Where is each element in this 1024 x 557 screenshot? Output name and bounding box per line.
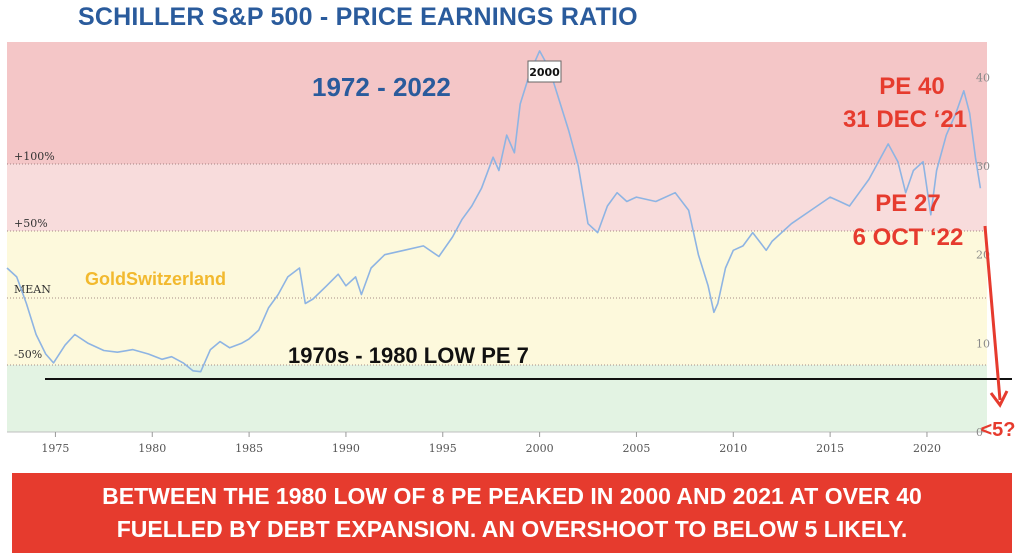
band-plus100 <box>7 42 987 164</box>
x-tick-label: 1995 <box>429 442 457 455</box>
x-tick-label: 2000 <box>526 442 554 455</box>
x-tick-label: 1975 <box>41 442 69 455</box>
x-tick-label: 2005 <box>622 442 650 455</box>
band-minus50 <box>7 365 987 432</box>
chart-title: SCHILLER S&P 500 - PRICE EARNINGS RATIO <box>78 3 638 31</box>
y-tick-label: 30 <box>976 160 990 173</box>
x-tick-label: 1980 <box>138 442 166 455</box>
x-axis-ticks: 1975 1980 1985 1990 1995 2000 2005 2010 2015 2020 <box>41 432 941 455</box>
pe40-label: PE 40 <box>879 73 944 100</box>
period-label: 1972 - 2022 <box>312 72 451 102</box>
band-plus50 <box>7 164 987 231</box>
peak-2000-label: 2000 <box>529 66 560 79</box>
valuation-bands <box>7 42 987 433</box>
pe40-date-label: 31 DEC ‘21 <box>843 106 967 133</box>
x-tick-label: 1985 <box>235 442 263 455</box>
x-tick-label: 2015 <box>816 442 844 455</box>
projection-arrow-head <box>989 390 1009 408</box>
projection-label: <5? <box>980 419 1015 441</box>
band-label-minus50: -50% <box>14 348 42 361</box>
band-label-plus50: +50% <box>14 217 48 230</box>
pe-series-line <box>6 50 982 373</box>
summary-banner: BETWEEN THE 1980 LOW OF 8 PE PEAKED IN 2… <box>12 473 1012 553</box>
y-tick-label: 40 <box>976 71 990 84</box>
banner-line-1: BETWEEN THE 1980 LOW OF 8 PE PEAKED IN 2… <box>102 483 922 509</box>
y-tick-label: 0 <box>976 426 983 439</box>
x-tick-label: 2020 <box>913 442 941 455</box>
pe27-date-label: 6 OCT ‘22 <box>853 224 964 251</box>
low-pe-label: 1970s - 1980 LOW PE 7 <box>288 343 529 368</box>
y-tick-label: 10 <box>976 337 990 350</box>
peak-2000-box <box>527 60 562 83</box>
brand-label: GoldSwitzerland <box>85 269 226 289</box>
x-tick-label: 2010 <box>719 442 747 455</box>
projection-arrow-shaft <box>983 225 1002 401</box>
x-tick-label: 1990 <box>332 442 360 455</box>
banner-line-2: FUELLED BY DEBT EXPANSION. AN OVERSHOOT … <box>116 516 908 542</box>
pe27-label: PE 27 <box>875 190 940 217</box>
band-label-plus100: +100% <box>14 150 55 163</box>
peak-2000-marker: 2000 <box>527 60 562 83</box>
